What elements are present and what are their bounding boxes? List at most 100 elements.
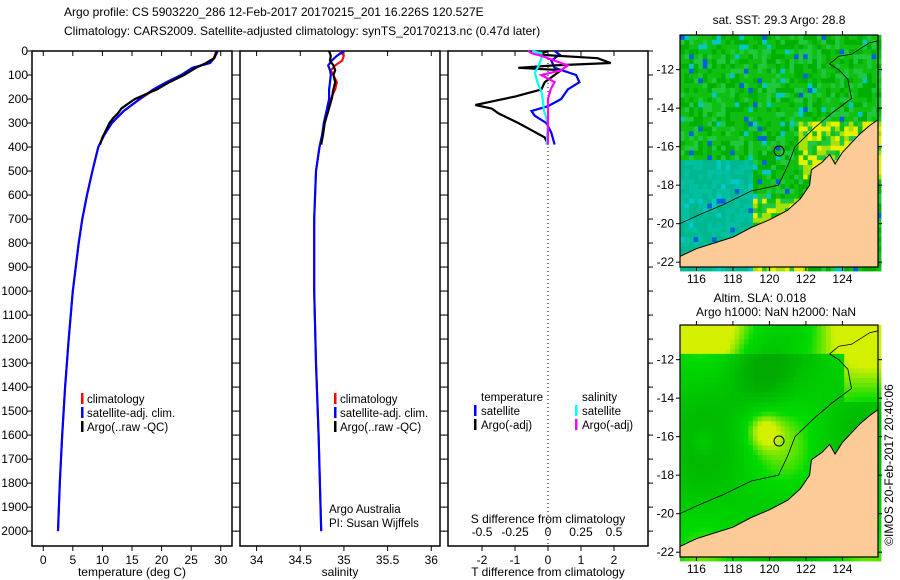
data-cell <box>753 136 759 142</box>
data-cell <box>680 411 686 417</box>
title-line-2: Climatology: CARS2009. Satellite-adjuste… <box>64 24 540 38</box>
data-cell <box>794 450 800 456</box>
data-cell <box>780 193 786 200</box>
data-cell <box>698 237 704 243</box>
data-cell <box>784 140 791 147</box>
data-cell <box>725 35 731 41</box>
data-cell <box>807 556 813 562</box>
data-cell <box>693 377 699 384</box>
data-cell <box>711 353 718 360</box>
data-cell <box>757 112 763 118</box>
data-cell <box>780 44 786 50</box>
data-cell <box>693 440 699 446</box>
data-cell <box>780 87 786 94</box>
data-cell <box>775 136 781 142</box>
data-cell <box>830 397 836 403</box>
data-cell <box>711 237 718 243</box>
data-cell <box>689 455 695 461</box>
data-cell <box>807 377 813 384</box>
data-cell <box>698 39 704 46</box>
data-cell <box>689 184 695 190</box>
data-cell <box>748 512 754 519</box>
data-cell <box>734 382 740 389</box>
y-tick-label: 600 <box>8 188 28 202</box>
land-mass <box>679 408 879 558</box>
data-cell <box>680 377 686 384</box>
data-cell <box>753 430 759 437</box>
data-cell <box>684 397 690 403</box>
data-cell <box>711 440 718 446</box>
data-cell <box>748 498 754 504</box>
data-cell <box>853 73 859 79</box>
data-cell <box>798 411 804 417</box>
data-cell <box>830 266 836 272</box>
data-cell <box>711 397 718 403</box>
data-cell <box>693 222 699 229</box>
data-cell <box>857 373 864 379</box>
data-cell <box>794 49 800 55</box>
data-cell <box>844 44 850 50</box>
data-cell <box>684 44 690 50</box>
data-cell <box>680 174 686 180</box>
data-cell <box>693 169 699 176</box>
data-cell <box>716 503 722 509</box>
data-cell <box>826 59 832 65</box>
data-cell <box>794 145 800 152</box>
data-cell <box>780 363 786 369</box>
data-cell <box>798 426 804 432</box>
data-cell <box>848 116 854 123</box>
data-cell <box>730 416 736 422</box>
data-cell <box>711 179 718 185</box>
data-cell <box>780 102 786 108</box>
data-cell <box>762 87 768 94</box>
data-cell <box>702 349 708 355</box>
data-cell <box>698 392 704 398</box>
data-cell <box>739 59 745 65</box>
data-cell <box>798 430 804 437</box>
data-cell <box>698 556 704 562</box>
data-cell <box>721 507 727 514</box>
data-cell <box>693 39 699 46</box>
data-cell <box>798 483 804 490</box>
data-cell <box>730 382 736 389</box>
data-cell <box>775 184 781 190</box>
data-cell <box>803 344 809 350</box>
data-cell <box>826 78 832 84</box>
data-cell <box>730 222 736 229</box>
data-cell <box>702 165 708 171</box>
data-cell <box>711 498 718 504</box>
data-cell <box>739 63 745 70</box>
data-cell <box>762 160 768 166</box>
data-cell <box>702 44 708 50</box>
data-cell <box>702 39 708 46</box>
data-cell <box>766 54 772 60</box>
data-cell <box>739 203 745 209</box>
data-cell <box>803 450 809 456</box>
data-cell <box>766 121 772 127</box>
data-cell <box>830 83 836 89</box>
data-cell <box>803 44 809 50</box>
data-cell <box>812 373 818 379</box>
data-cell <box>876 426 882 432</box>
data-cell <box>821 136 827 142</box>
data-cell <box>871 382 877 389</box>
data-cell <box>867 121 873 127</box>
data-cell <box>766 426 772 432</box>
data-cell <box>771 59 777 65</box>
data-cell <box>748 35 754 41</box>
data-cell <box>821 344 827 350</box>
data-cell <box>766 107 772 113</box>
data-cell <box>739 474 745 480</box>
data-cell <box>853 39 859 46</box>
data-cell <box>716 358 722 365</box>
data-cell <box>821 131 827 137</box>
data-cell <box>730 217 736 224</box>
data-cell <box>780 392 786 398</box>
data-cell <box>821 140 827 147</box>
data-cell <box>871 107 877 113</box>
data-cell <box>871 334 877 340</box>
data-cell <box>730 353 736 360</box>
data-cell <box>867 358 873 365</box>
data-cell <box>684 503 690 509</box>
data-cell <box>689 121 695 127</box>
